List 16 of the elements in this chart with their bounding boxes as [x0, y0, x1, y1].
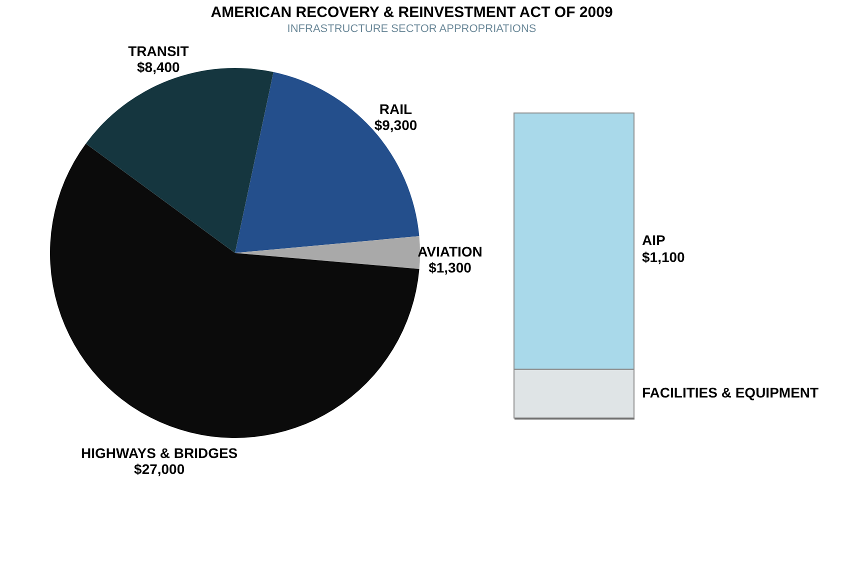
series-label: AIP [642, 232, 666, 248]
data-label: $8,400 [136, 59, 180, 76]
series-label: FACILITIES & EQUIPMENT [642, 384, 820, 401]
chart-title: AMERICAN RECOVERY & REINVESTMENT ACT OF 2009 [210, 4, 613, 21]
data-label: $9,300 [374, 117, 418, 134]
pie-slice [235, 72, 420, 253]
slice-label: AVIATION [418, 244, 482, 260]
data-label: $27,000 [134, 461, 185, 478]
pie-slice [50, 144, 420, 438]
slice-label: TRANSIT [128, 43, 190, 60]
pie-slice [235, 236, 420, 269]
slice-label: HIGHWAYS & BRIDGES [81, 445, 238, 462]
slice-label: RAIL [379, 101, 413, 118]
data-label: $1,300 [428, 260, 472, 276]
text: $1,100 [642, 249, 686, 266]
chart-subtitle: INFRASTRUCTURE SECTOR APPROPRIATIONS [287, 23, 536, 35]
